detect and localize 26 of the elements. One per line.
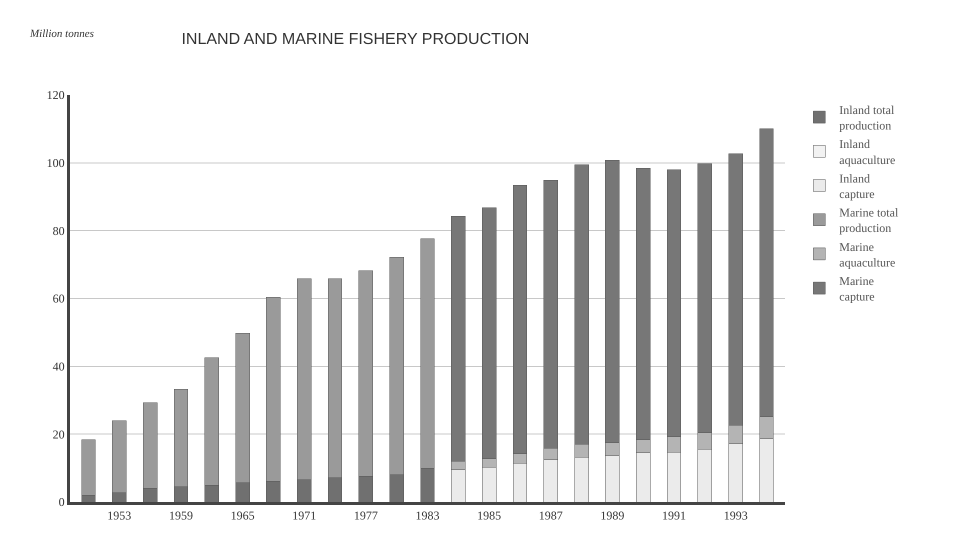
y-tick-label: 20 bbox=[52, 427, 65, 442]
y-tick-label: 0 bbox=[58, 495, 65, 510]
y-axis-title: Million tonnes bbox=[29, 28, 94, 40]
x-tick-label: 1959 bbox=[168, 508, 193, 522]
x-tick-label: 1989 bbox=[600, 508, 624, 522]
x-tick-label: 1991 bbox=[662, 508, 686, 522]
chart-title: INLAND AND MARINE FISHERY PRODUCTION bbox=[181, 31, 530, 48]
x-tick-label: 1953 bbox=[107, 508, 132, 522]
legend-label: Marine total production bbox=[839, 206, 899, 236]
x-tick-label: 1971 bbox=[292, 508, 316, 522]
x-tick-label: 1993 bbox=[724, 508, 748, 522]
y-tick-label: 60 bbox=[52, 292, 65, 306]
x-tick-label: 1983 bbox=[416, 508, 440, 522]
legend-label: Inland capture bbox=[839, 171, 875, 201]
legend-label: Marine capture bbox=[839, 274, 875, 304]
legend-label: Marine aquaculture bbox=[839, 240, 896, 270]
y-tick-label: 100 bbox=[46, 156, 65, 170]
x-tick-label: 1965 bbox=[230, 508, 255, 522]
x-tick-label: 1987 bbox=[538, 508, 563, 522]
y-tick-label: 40 bbox=[52, 360, 65, 374]
x-tick-label: 1977 bbox=[354, 508, 378, 522]
x-tick-label: 1985 bbox=[477, 508, 502, 522]
legend-label: Inland total production bbox=[839, 102, 895, 133]
y-tick-label: 80 bbox=[52, 224, 65, 238]
y-tick-label: 120 bbox=[46, 88, 65, 102]
legend-label: Inland aquaculture bbox=[839, 137, 896, 167]
